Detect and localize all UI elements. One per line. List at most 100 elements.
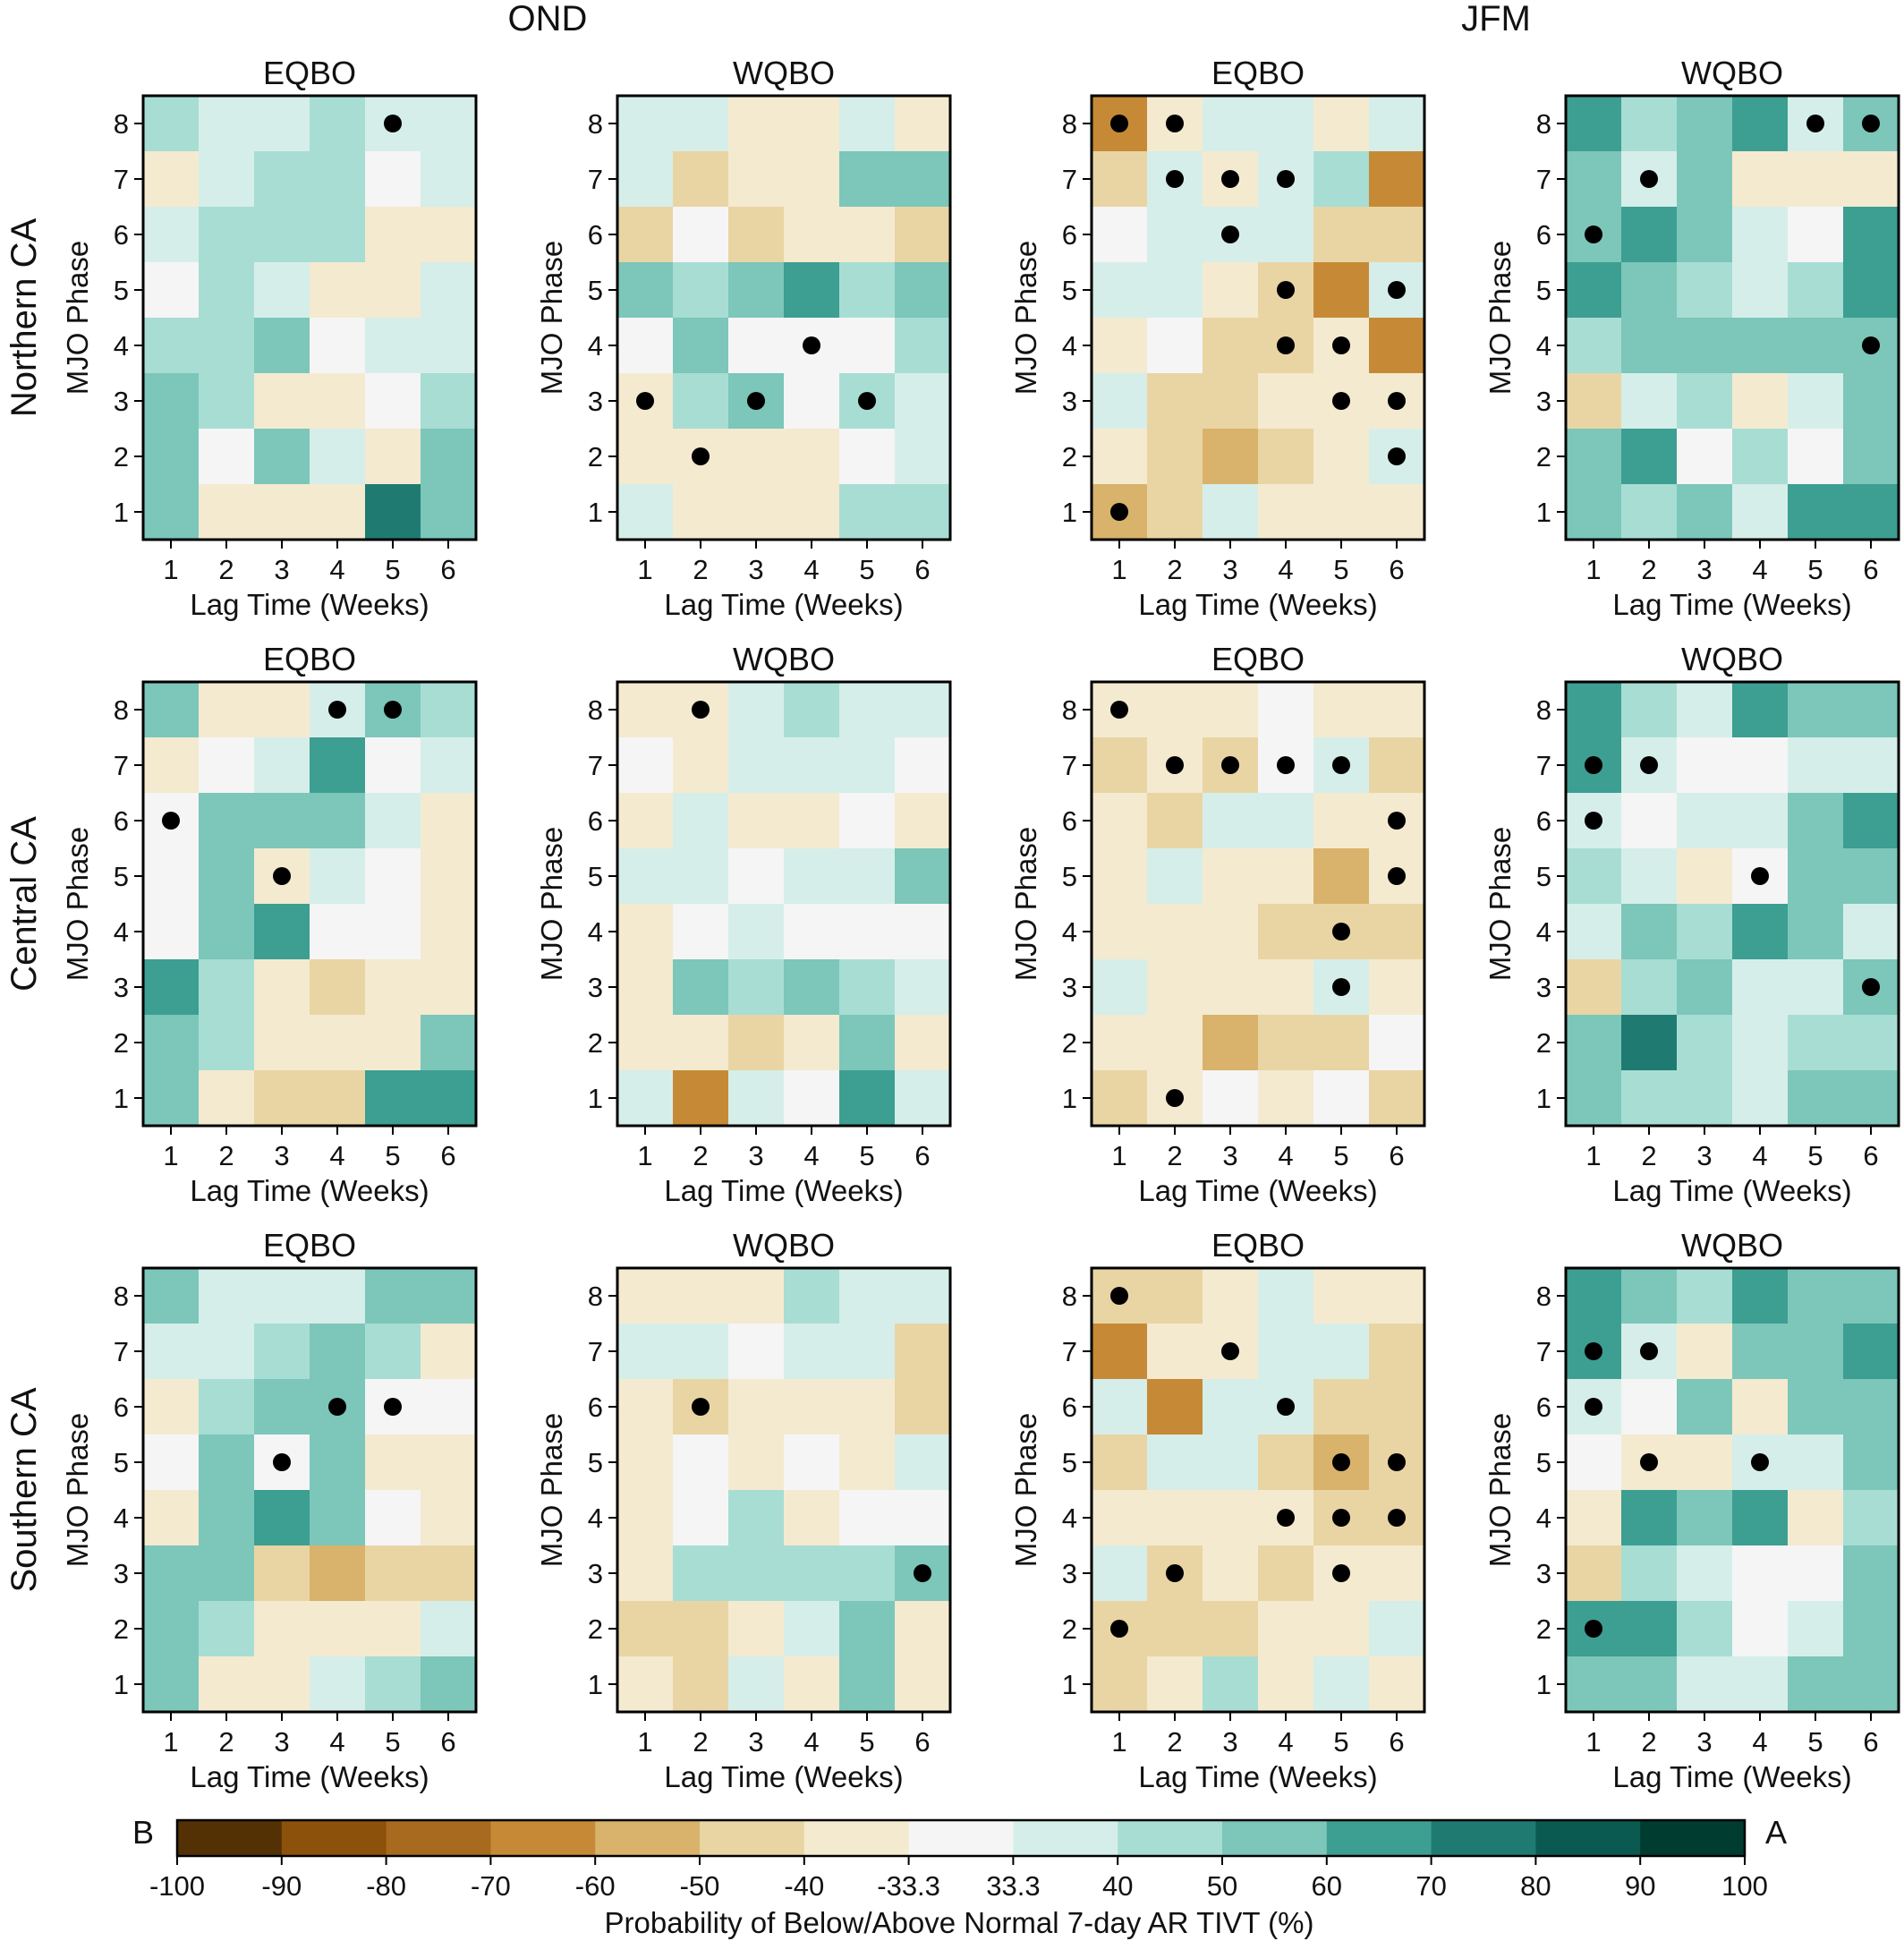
- heatmap-cell: [839, 429, 896, 485]
- heatmap-cell: [310, 484, 366, 541]
- heatmap-cell: [1147, 1015, 1203, 1071]
- heatmap-cell: [839, 1268, 896, 1324]
- heatmap-cell: [895, 1268, 951, 1324]
- heatmap-cell: [1203, 373, 1259, 430]
- heatmap-cell: [1313, 1268, 1370, 1324]
- y-tick-label: 4: [588, 916, 603, 948]
- heatmap-cell: [728, 207, 785, 263]
- heatmap-cell: [421, 318, 477, 374]
- heatmap-cell: [143, 959, 200, 1016]
- heatmap-cell: [199, 262, 255, 319]
- significance-dot: [1166, 170, 1184, 188]
- colorbar-label: Probability of Below/Above Normal 7-day …: [605, 1906, 1314, 1939]
- heatmap-cell: [1203, 1070, 1259, 1127]
- heatmap-cell: [895, 207, 951, 263]
- heatmap-cell: [1258, 1545, 1314, 1602]
- heatmap-cell: [1843, 793, 1900, 849]
- heatmap-cell: [839, 848, 896, 905]
- x-tick-label: 2: [693, 1726, 708, 1758]
- heatmap-cell: [254, 1324, 310, 1380]
- significance-dot: [273, 1453, 291, 1471]
- heatmap-cell: [1258, 1015, 1314, 1071]
- heatmap-cell: [673, 207, 729, 263]
- heatmap-cell: [784, 96, 840, 152]
- heatmap-cell: [1566, 682, 1622, 738]
- heatmap-cell: [1788, 1015, 1844, 1071]
- heatmap-cell: [728, 484, 785, 541]
- heatmap-cell: [1732, 1656, 1789, 1713]
- panel-frame: [1090, 1266, 1426, 1714]
- heatmap-cell: [310, 207, 366, 263]
- heatmap-cell: [143, 151, 200, 208]
- significance-dot: [1277, 1509, 1295, 1527]
- heatmap-cell: [365, 1324, 421, 1380]
- y-tick-label: 5: [114, 275, 129, 306]
- heatmap-cell: [1313, 1379, 1370, 1435]
- heatmap-cell: [839, 1015, 896, 1071]
- heatmap-cell: [1732, 1601, 1789, 1657]
- heatmap-cell: [1203, 904, 1259, 960]
- colorbar-tick-label: -90: [261, 1870, 302, 1902]
- heatmap-cell: [1566, 848, 1622, 905]
- significance-dot: [1221, 170, 1239, 188]
- significance-dot: [692, 701, 710, 719]
- y-tick-label: 6: [1536, 805, 1551, 837]
- heatmap-panel: WQBO 1 2 3 4 5 6 1 2 3 4 5 6 7 8 Lag Time (Weeks) MJO Ph…: [1483, 641, 1900, 1207]
- heatmap-cell: [1566, 318, 1622, 374]
- heatmap-cell: [1369, 1379, 1425, 1435]
- heatmap-cell: [254, 904, 310, 960]
- heatmap-cell: [784, 1434, 840, 1491]
- heatmap-cell: [1677, 904, 1733, 960]
- significance-dot: [1388, 1509, 1406, 1527]
- y-tick-label: 3: [114, 1558, 129, 1589]
- heatmap-cell: [1788, 848, 1844, 905]
- heatmap-cell: [673, 737, 729, 794]
- heatmap-cell: [1258, 793, 1314, 849]
- heatmap-cell: [1258, 207, 1314, 263]
- season-label-jfm: JFM: [1461, 0, 1531, 38]
- significance-dot: [328, 1398, 346, 1416]
- heatmap-cell: [1147, 959, 1203, 1016]
- heatmap-cell: [673, 1490, 729, 1546]
- heatmap-cell: [1147, 904, 1203, 960]
- heatmap-cell: [617, 1434, 674, 1491]
- significance-dot: [1332, 1509, 1350, 1527]
- heatmap-cell: [1147, 207, 1203, 263]
- heatmap-cell: [310, 904, 366, 960]
- heatmap-cell: [1369, 1545, 1425, 1602]
- heatmap-cell: [617, 484, 674, 541]
- colorbar-right-end: A: [1765, 1814, 1787, 1851]
- heatmap-cell: [199, 1490, 255, 1546]
- y-tick-label: 5: [114, 861, 129, 892]
- heatmap-cell: [1203, 848, 1259, 905]
- x-tick-label: 1: [1111, 1140, 1126, 1171]
- heatmap-cell: [1147, 1601, 1203, 1657]
- heatmap-cell: [1313, 1015, 1370, 1071]
- colorbar-segment: [1222, 1820, 1328, 1856]
- heatmap-cell: [254, 682, 310, 738]
- heatmap-cell: [199, 1379, 255, 1435]
- heatmap-cell: [1788, 1545, 1844, 1602]
- y-tick-label: 8: [1062, 694, 1077, 726]
- y-axis-label: MJO Phase: [61, 241, 94, 395]
- x-tick-label: 6: [914, 554, 930, 585]
- heatmap-cell: [1843, 1268, 1900, 1324]
- heatmap-cell: [1258, 1656, 1314, 1713]
- colorbar-frame: [175, 1818, 1747, 1858]
- y-axis-label: MJO Phase: [535, 827, 568, 981]
- heatmap-cell: [895, 682, 951, 738]
- colorbar-segment: [1013, 1820, 1118, 1856]
- heatmap-cell: [421, 682, 477, 738]
- colorbar-tick-label: 70: [1415, 1870, 1446, 1902]
- x-tick-label: 6: [440, 1140, 455, 1171]
- heatmap-cell: [784, 373, 840, 430]
- colorbar-tick-label: -50: [680, 1870, 720, 1902]
- x-axis-label: Lag Time (Weeks): [664, 588, 903, 621]
- x-tick-label: 4: [1278, 1726, 1293, 1758]
- x-tick-label: 3: [274, 1726, 289, 1758]
- y-tick-label: 6: [1062, 219, 1077, 251]
- heatmap-cell: [1313, 1070, 1370, 1127]
- y-tick-label: 4: [1062, 1503, 1077, 1534]
- y-axis-label: MJO Phase: [61, 1413, 94, 1567]
- heatmap-cell: [617, 1601, 674, 1657]
